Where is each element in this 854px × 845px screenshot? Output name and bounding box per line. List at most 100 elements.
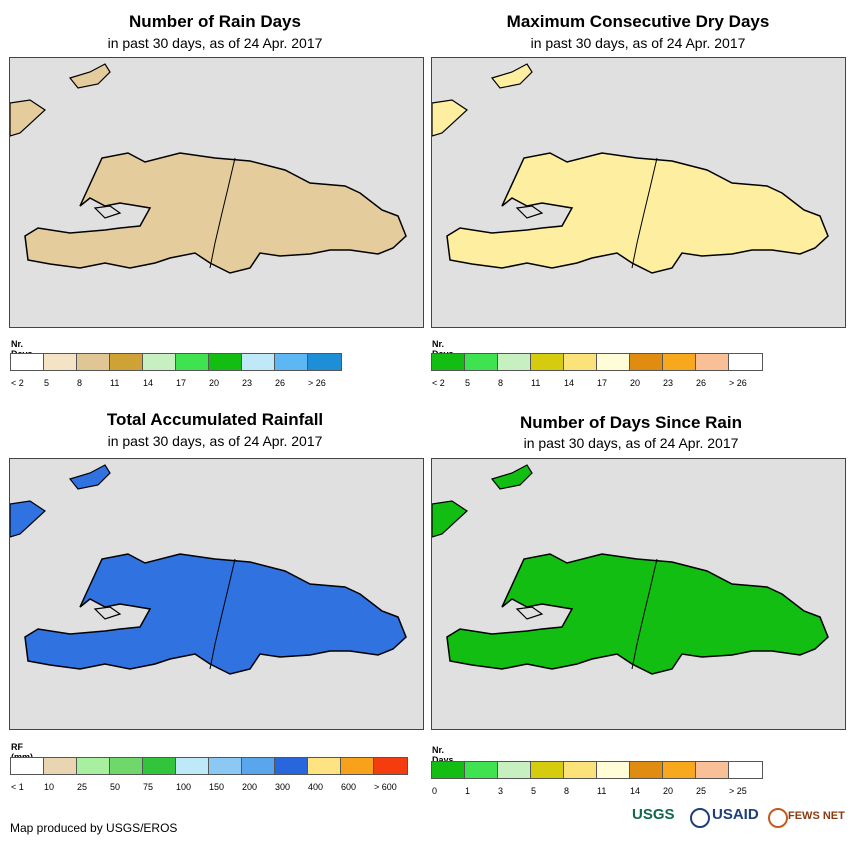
legend-swatch xyxy=(729,354,762,370)
legend-bar xyxy=(10,757,408,775)
legend-ticks: < 1 10 25 50 75 100 150 200 300 400 600 > 600 xyxy=(10,782,415,794)
legend-swatch xyxy=(531,762,564,778)
hispaniola-grid-cells xyxy=(447,554,828,674)
legend-swatch xyxy=(308,758,341,774)
legend-swatch xyxy=(432,354,465,370)
border-line xyxy=(631,157,658,269)
gonave-outline xyxy=(515,606,544,620)
legend-swatch xyxy=(242,758,275,774)
legend-title: Nr. Days xyxy=(432,745,454,765)
map-rain-days[interactable] xyxy=(9,57,424,328)
legend-swatch xyxy=(498,762,531,778)
legend-swatch xyxy=(341,758,374,774)
legend-tick-label: 200 xyxy=(242,782,258,792)
legend-swatch xyxy=(110,758,143,774)
cuba-grid-cells xyxy=(10,100,45,136)
legend-ticks: 0 1 3 5 8 11 14 20 25 > 25 xyxy=(431,786,771,798)
panel-title: Number of Rain Days xyxy=(129,12,301,31)
legend-swatch xyxy=(11,758,44,774)
map-days-since-rain[interactable] xyxy=(431,458,846,730)
legend-swatch xyxy=(564,354,597,370)
legend-tick-label: 10 xyxy=(44,782,55,792)
panel-title: Maximum Consecutive Dry Days xyxy=(506,12,770,31)
panel-subtitle: in past 30 days, as of 24 Apr. 2017 xyxy=(523,435,739,451)
legend-bar xyxy=(10,353,342,371)
cuba-grid-cells xyxy=(432,501,467,537)
inagua-outline xyxy=(68,63,111,89)
cuba-outline xyxy=(10,99,46,137)
inagua-outline xyxy=(68,464,111,490)
legend-tick-label: 8 xyxy=(77,378,83,388)
legend-swatch xyxy=(209,354,242,370)
legend-tick-label: > 25 xyxy=(729,786,747,796)
inagua-outline xyxy=(490,464,533,490)
legend-bar xyxy=(431,761,763,779)
legend-tick-label: 23 xyxy=(242,378,253,388)
legend-tick-label: 0 xyxy=(432,786,438,796)
inagua-outline xyxy=(490,63,533,89)
legend-tick-label: 5 xyxy=(465,378,471,388)
border-line xyxy=(209,558,236,670)
legend-swatch xyxy=(209,758,242,774)
legend-tick-label: 14 xyxy=(564,378,575,388)
legend-tick-label: 5 xyxy=(44,378,50,388)
legend-swatch xyxy=(275,354,308,370)
legend-tick-label: < 2 xyxy=(11,378,24,388)
legend-tick-label: 23 xyxy=(663,378,674,388)
legend-swatch xyxy=(729,762,762,778)
legend-swatch xyxy=(630,354,663,370)
legend-ticks: < 2 5 8 11 14 17 20 23 26 > 26 xyxy=(431,378,771,390)
map-dry-days[interactable] xyxy=(431,57,846,328)
legend-swatch xyxy=(696,354,729,370)
legend-tick-label: 100 xyxy=(176,782,192,792)
hispaniola-outline xyxy=(446,152,829,274)
legend-swatch xyxy=(275,758,308,774)
legend-tick-label: 20 xyxy=(209,378,220,388)
legend-swatch xyxy=(11,354,44,370)
legend-tick-label: > 600 xyxy=(374,782,397,792)
legend-swatch xyxy=(77,758,110,774)
legend-tick-label: 17 xyxy=(597,378,608,388)
legend-swatch xyxy=(110,354,143,370)
usaid-logo: USAID xyxy=(712,806,759,823)
legend-swatch xyxy=(663,354,696,370)
legend-swatch xyxy=(176,354,209,370)
cuba-outline xyxy=(432,500,468,538)
legend-tick-label: < 2 xyxy=(432,378,445,388)
legend-tick-label: 5 xyxy=(531,786,537,796)
legend-tick-label: 400 xyxy=(308,782,324,792)
legend-tick-label: 50 xyxy=(110,782,121,792)
cuba-outline xyxy=(10,500,46,538)
legend-tick-label: 8 xyxy=(498,378,504,388)
hispaniola-outline xyxy=(446,553,829,675)
legend-tick-label: 1 xyxy=(465,786,471,796)
legend-tick-label: > 26 xyxy=(729,378,747,388)
legend-swatch xyxy=(143,758,176,774)
legend-tick-label: 75 xyxy=(143,782,154,792)
legend-tick-label: 26 xyxy=(275,378,286,388)
legend-swatch xyxy=(465,762,498,778)
map-credit: Map produced by USGS/EROS xyxy=(10,821,178,835)
legend-tick-label: 300 xyxy=(275,782,291,792)
usgs-logo: USGS xyxy=(632,806,675,823)
legend-tick-label: 11 xyxy=(110,378,120,388)
legend-swatch xyxy=(465,354,498,370)
legend-swatch xyxy=(696,762,729,778)
legend-tick-label: 600 xyxy=(341,782,357,792)
legend-swatch xyxy=(498,354,531,370)
hispaniola-outline xyxy=(24,152,407,274)
legend-tick-label: 8 xyxy=(564,786,570,796)
legend-tick-label: 11 xyxy=(531,378,541,388)
fews-net-circle-icon xyxy=(768,808,788,828)
legend-swatch xyxy=(597,762,630,778)
legend-swatch xyxy=(432,762,465,778)
legend-swatch xyxy=(630,762,663,778)
legend-tick-label: < 1 xyxy=(11,782,24,792)
gonave-outline xyxy=(93,205,122,219)
legend-tick-label: 150 xyxy=(209,782,225,792)
legend-tick-label: 25 xyxy=(77,782,88,792)
legend-tick-label: 20 xyxy=(663,786,674,796)
legend-tick-label: 20 xyxy=(630,378,641,388)
map-total-rainfall[interactable] xyxy=(9,458,424,730)
legend-bar xyxy=(431,353,763,371)
